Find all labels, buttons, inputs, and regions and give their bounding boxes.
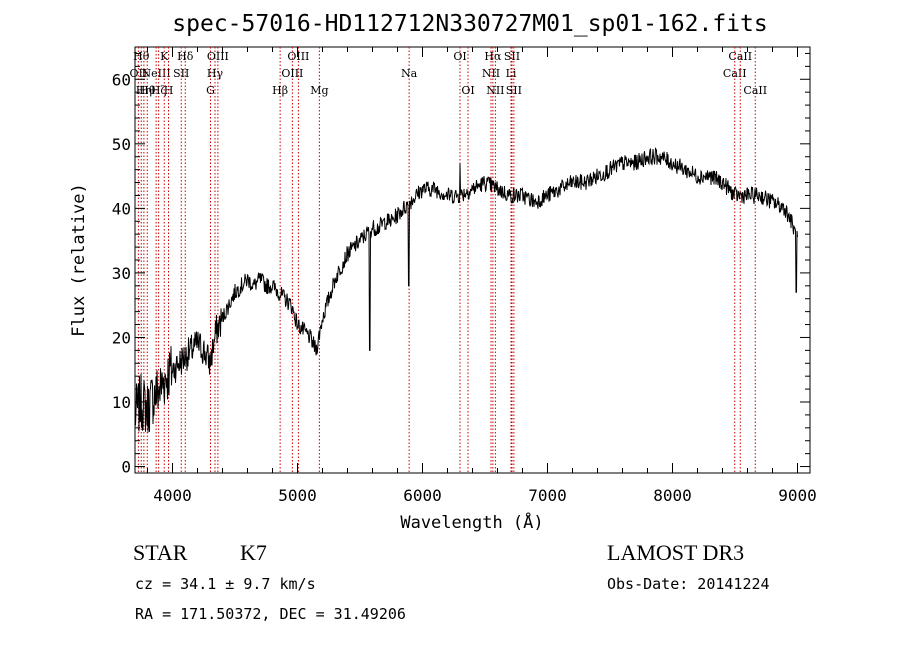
line-marker-label: NeIII <box>142 67 171 80</box>
line-marker-label: G <box>206 84 215 97</box>
spectrum-line <box>134 146 798 433</box>
line-marker-label: CaII <box>723 67 747 80</box>
object-subclass: K7 <box>240 540 267 565</box>
line-marker-label: OIII <box>207 50 229 63</box>
line-marker-label: Hθ <box>139 84 156 97</box>
x-tick-label: 5000 <box>278 486 317 505</box>
line-marker-label: OIII <box>287 50 309 63</box>
y-tick-label: 60 <box>112 70 131 89</box>
line-marker-label: SII <box>173 67 189 80</box>
line-marker-label: OIII <box>281 67 303 80</box>
redshift-cz: cz = 34.1 ± 9.7 km/s <box>135 575 316 593</box>
x-tick-label: 7000 <box>528 486 567 505</box>
x-tick-label: 4000 <box>153 486 192 505</box>
spectrum-series <box>134 146 798 433</box>
line-marker-label: Hη <box>136 84 152 97</box>
line-marker-label: Hδ <box>177 50 194 63</box>
line-marker-label: Na <box>401 67 418 80</box>
line-marker-label: H <box>164 84 174 97</box>
y-tick-label: 50 <box>112 135 131 154</box>
x-axis-label: Wavelength (Å) <box>400 511 543 533</box>
y-tick-label: 10 <box>112 393 131 412</box>
survey-name: LAMOST DR3 <box>607 540 745 565</box>
x-tick-label: 8000 <box>653 486 692 505</box>
chart-title: spec-57016-HD112712N330727M01_sp01-162.f… <box>172 11 767 37</box>
line-marker-label: Hβ <box>272 84 288 97</box>
ra-dec-coordinates: RA = 171.50372, DEC = 31.49206 <box>135 605 406 623</box>
y-tick-label: 30 <box>112 264 131 283</box>
object-class: STAR <box>133 540 188 565</box>
line-marker-label: OI <box>453 50 466 63</box>
y-axis-label: Flux (relative) <box>69 183 89 337</box>
y-axis: 0 10 20 30 40 50 60 <box>112 52 810 477</box>
line-marker-label: Li <box>506 67 517 80</box>
line-marker-label: SII <box>506 84 522 97</box>
line-marker-label: Mg <box>310 84 328 97</box>
x-tick-label: 6000 <box>403 486 442 505</box>
line-marker-label: OII <box>130 67 148 80</box>
x-tick-label: 9000 <box>778 486 817 505</box>
line-marker-label: Hα <box>484 50 502 63</box>
y-tick-label: 20 <box>112 328 131 347</box>
observation-date: Obs-Date: 20141224 <box>607 575 770 593</box>
y-tick-label: 0 <box>121 458 131 477</box>
line-marker-label: OI <box>461 84 474 97</box>
x-axis: 4000 5000 6000 7000 8000 9000 <box>147 47 817 505</box>
emission-line-markers: OIIHθHηHθNeIIIHζKHSIIHδGHγOIIIHβOIIIOIII… <box>130 47 767 473</box>
line-marker-label: CaII <box>728 50 752 63</box>
y-tick-label: 40 <box>112 199 131 218</box>
line-marker-label: NII <box>486 84 504 97</box>
line-marker-label: CaII <box>743 84 767 97</box>
line-marker-label: NII <box>482 67 500 80</box>
line-marker-label: Hγ <box>207 67 224 80</box>
line-marker-label: SII <box>504 50 520 63</box>
line-marker-label: K <box>160 50 169 63</box>
plot-frame <box>134 46 811 474</box>
line-marker-label: Hζ <box>151 84 167 97</box>
